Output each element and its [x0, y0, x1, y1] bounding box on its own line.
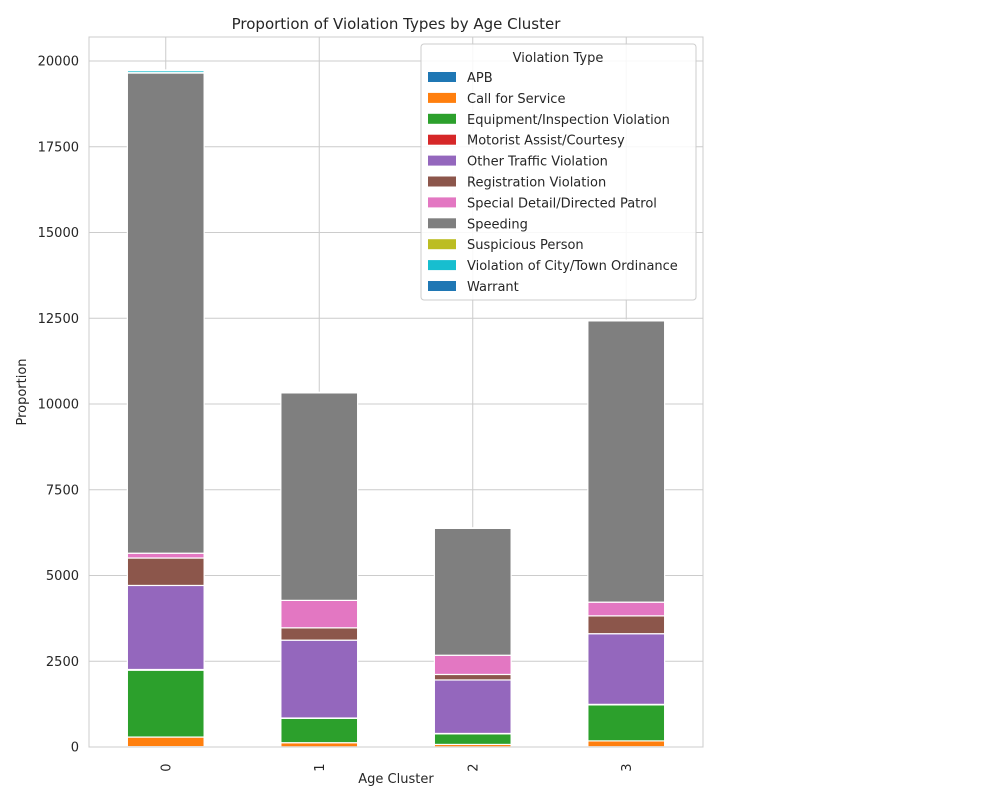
legend-swatch — [428, 197, 456, 208]
bar-segment — [126, 72, 205, 554]
axes: 0 2500 5000 7500 10000 12500 15000 17500 20000 0 1… — [38, 36, 704, 772]
x-tick-label: 2 — [466, 764, 481, 772]
chart-title: Proportion of Violation Types by Age Clu… — [232, 15, 562, 33]
legend-swatch — [428, 92, 456, 103]
bar-segment — [280, 392, 359, 601]
legend-label: Registration Violation — [467, 176, 606, 191]
legend-title: Violation Type — [513, 51, 604, 66]
legend-label: Suspicious Person — [467, 238, 584, 253]
legend-swatch — [428, 260, 456, 271]
legend-swatch — [428, 113, 456, 124]
y-tick-label: 20000 — [38, 55, 79, 70]
legend-label: Violation of City/Town Ordinance — [467, 259, 678, 274]
y-tick-label: 17500 — [38, 140, 79, 155]
bars — [126, 69, 666, 748]
plot-border — [88, 36, 704, 748]
legend-label: Special Detail/Directed Patrol — [467, 196, 657, 211]
bar-segment — [126, 584, 205, 671]
bar-segment — [587, 320, 666, 603]
legend: Violation Type APB Call for Service Equipm… — [420, 43, 697, 301]
x-tick-label: 1 — [313, 764, 328, 772]
bar-segment — [280, 627, 359, 641]
bar-segment — [126, 552, 205, 559]
legend-swatch — [428, 72, 456, 82]
y-tick-label: 5000 — [46, 569, 79, 584]
bar-segment — [587, 601, 666, 617]
y-tick-label: 2500 — [46, 655, 79, 670]
legend-box — [420, 43, 697, 301]
bar-segment — [587, 740, 666, 748]
bar-segment — [126, 669, 205, 738]
legend-label: APB — [467, 71, 493, 86]
x-axis-label: Age Cluster — [358, 772, 434, 787]
bar-segment — [280, 639, 359, 719]
y-tick-label: 10000 — [38, 398, 79, 413]
y-tick-label: 15000 — [38, 226, 79, 241]
bar-segment — [433, 733, 512, 746]
legend-swatch — [428, 155, 456, 166]
legend-label: Equipment/Inspection Violation — [467, 113, 670, 128]
bar-segment — [433, 654, 512, 676]
legend-swatch — [428, 239, 456, 250]
bar-segment — [587, 615, 666, 635]
legend-label: Warrant — [467, 280, 519, 295]
legend-label: Motorist Assist/Courtesy — [467, 134, 625, 149]
bar-segment — [280, 599, 359, 629]
legend-label: Speeding — [467, 217, 528, 232]
bar-segment — [587, 633, 666, 705]
bar-segment — [280, 717, 359, 744]
bar-segment — [433, 527, 512, 656]
legend-swatch — [428, 134, 456, 145]
y-tick-label: 0 — [71, 741, 79, 756]
legend-swatch — [428, 218, 456, 229]
y-tick-label: 12500 — [38, 312, 79, 327]
bar-segment — [433, 673, 512, 681]
bar-segment — [126, 736, 205, 748]
x-tick-label: 3 — [620, 764, 635, 772]
bar-segment — [433, 679, 512, 735]
bar-segment — [126, 69, 205, 72]
legend-label: Call for Service — [467, 92, 565, 107]
legend-swatch — [428, 281, 456, 291]
legend-label: Other Traffic Violation — [467, 155, 608, 170]
y-axis-label: Proportion — [15, 358, 30, 425]
x-tick-label: 0 — [159, 764, 174, 772]
bar-segment — [280, 742, 359, 748]
legend-swatch — [428, 176, 456, 187]
bar-segment — [126, 557, 205, 587]
y-tick-label: 7500 — [46, 483, 79, 498]
bar-segment — [587, 704, 666, 742]
